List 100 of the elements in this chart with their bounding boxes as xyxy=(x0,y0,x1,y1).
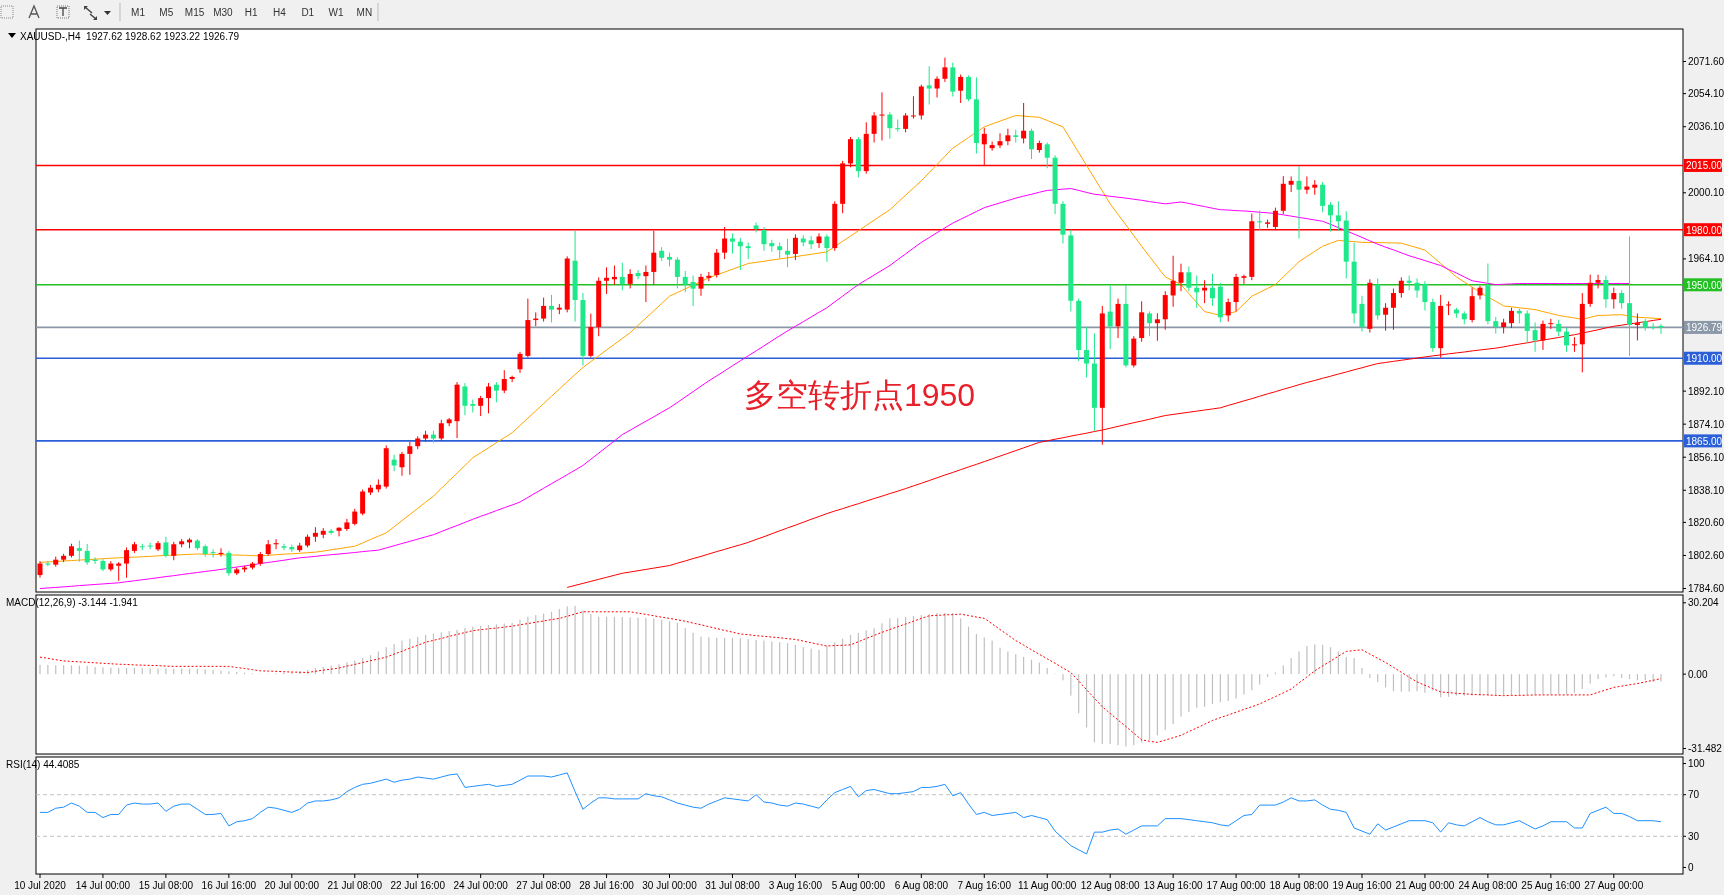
candlestick xyxy=(997,132,1003,149)
candlestick xyxy=(1147,310,1153,337)
candlestick xyxy=(541,297,547,323)
candlestick xyxy=(1627,236,1633,357)
candlestick xyxy=(116,561,122,582)
y-tick-label: 2000.10 xyxy=(1688,187,1724,199)
candlestick xyxy=(1469,287,1475,323)
candlestick xyxy=(1044,141,1050,169)
y-tick-label: 1838.10 xyxy=(1688,484,1724,496)
y-tick-label: 1820.60 xyxy=(1688,516,1724,528)
candlestick xyxy=(1209,273,1215,307)
y-tick-label: 1784.60 xyxy=(1688,583,1724,595)
text: D1 xyxy=(301,7,315,18)
y-tick-label: 0 xyxy=(1688,861,1694,873)
candlestick xyxy=(210,548,216,558)
x-tick-label: 17 Aug 00:00 xyxy=(1206,880,1266,891)
x-tick-label: 30 Jul 00:00 xyxy=(642,880,698,891)
candlestick xyxy=(1422,280,1428,311)
candlestick xyxy=(1084,326,1090,379)
candlestick xyxy=(1383,302,1389,332)
candlestick xyxy=(903,112,909,133)
ref-line-label: 2015.00 xyxy=(1686,160,1723,172)
y-tick-label: 2054.10 xyxy=(1688,88,1724,100)
candlestick xyxy=(910,95,916,120)
candlestick xyxy=(226,550,232,577)
candlestick xyxy=(1446,300,1452,316)
candlestick xyxy=(1532,321,1538,353)
candlestick xyxy=(1304,175,1310,195)
ref-line-label: 1950.00 xyxy=(1686,279,1723,291)
candlestick xyxy=(478,395,484,417)
candlestick xyxy=(942,57,948,83)
candlestick xyxy=(934,75,940,98)
candlestick xyxy=(1548,318,1554,330)
ref-line-label: 1980.00 xyxy=(1686,224,1723,236)
candlestick xyxy=(706,271,712,282)
text: M15 xyxy=(184,7,205,18)
candlestick xyxy=(1398,276,1404,299)
y-tick-label: 30.204 xyxy=(1688,597,1720,609)
x-tick-label: 19 Aug 16:00 xyxy=(1332,880,1392,891)
candlestick xyxy=(1587,274,1593,308)
candlestick xyxy=(76,540,82,563)
candlestick xyxy=(753,221,759,233)
candlestick xyxy=(486,382,492,414)
candlestick xyxy=(84,543,90,566)
candlestick xyxy=(792,233,798,261)
candlestick xyxy=(438,419,444,442)
candlestick xyxy=(619,262,625,291)
y-tick-label: 30 xyxy=(1688,830,1700,842)
candlestick xyxy=(1107,285,1113,350)
line-series xyxy=(39,114,1662,563)
candlestick xyxy=(509,375,515,383)
candlestick xyxy=(714,248,720,278)
candlestick xyxy=(824,233,830,263)
candlestick xyxy=(548,294,554,323)
x-tick-label: 31 Jul 08:00 xyxy=(705,880,761,891)
candlestick xyxy=(1296,165,1302,240)
candlestick xyxy=(1611,287,1617,310)
chart-title: XAUUSD-,H4 1927.62 1928.62 1923.22 1926.79 xyxy=(20,31,240,42)
candlestick xyxy=(171,541,177,561)
x-tick-label: 7 Aug 16:00 xyxy=(957,880,1012,891)
y-tick-label: -31.482 xyxy=(1688,743,1723,755)
candlestick xyxy=(399,451,405,477)
x-tick-label: 28 Jul 16:00 xyxy=(579,880,635,891)
x-tick-label: 27 Jul 08:00 xyxy=(516,880,572,891)
candlestick xyxy=(958,74,964,104)
x-tick-label: 12 Aug 08:00 xyxy=(1080,880,1141,891)
candlestick xyxy=(989,141,995,152)
candlestick xyxy=(816,232,822,249)
x-tick-label: 21 Aug 00:00 xyxy=(1395,880,1455,891)
x-tick-label: 5 Aug 00:00 xyxy=(831,880,886,891)
y-tick-label: 0.00 xyxy=(1688,668,1708,680)
x-tick-label: 3 Aug 16:00 xyxy=(768,880,823,891)
candlestick xyxy=(501,369,507,394)
x-tick-label: 11 Aug 00:00 xyxy=(1018,880,1077,891)
candlestick xyxy=(674,256,680,289)
text: MN xyxy=(356,7,373,18)
candlestick xyxy=(887,111,893,140)
line-series xyxy=(39,772,1662,855)
text: M5 xyxy=(159,7,174,18)
candlestick xyxy=(1390,287,1396,331)
x-tick-label: 10 Jul 2020 xyxy=(14,880,67,891)
candlestick xyxy=(1335,200,1341,232)
candlestick xyxy=(1178,263,1184,292)
candlestick xyxy=(879,91,885,141)
text: H1 xyxy=(244,7,259,18)
x-tick-label: 21 Jul 08:00 xyxy=(327,880,383,891)
candlestick xyxy=(1154,312,1160,342)
x-tick-label: 16 Jul 16:00 xyxy=(201,880,257,891)
candlestick xyxy=(1564,327,1570,353)
candlestick xyxy=(281,543,287,551)
y-tick-label: 1856.10 xyxy=(1688,451,1724,463)
candlestick xyxy=(336,526,342,537)
ref-line-label: 1865.00 xyxy=(1686,435,1723,447)
x-tick-label: 24 Jul 00:00 xyxy=(453,880,509,891)
candlestick xyxy=(1619,289,1625,310)
candlestick xyxy=(690,275,696,307)
candlestick xyxy=(1005,128,1011,146)
candlestick xyxy=(1359,295,1365,333)
candlestick xyxy=(517,351,523,374)
line-series xyxy=(39,188,1631,590)
